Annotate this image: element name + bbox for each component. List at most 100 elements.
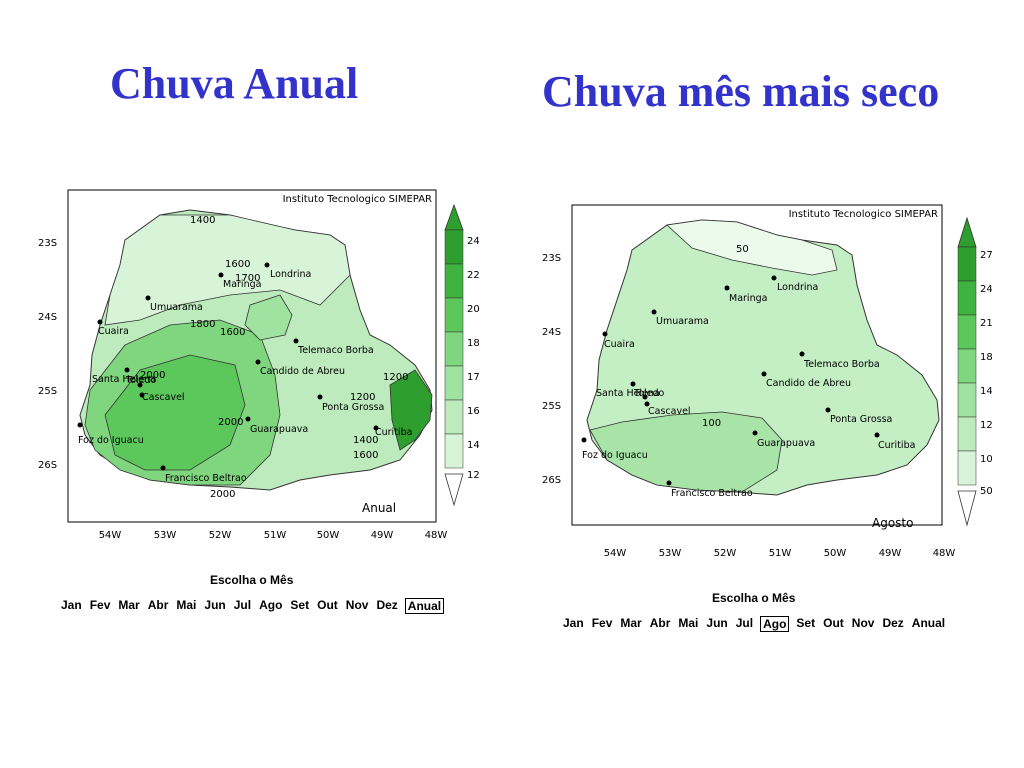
month-ago[interactable]: Ago xyxy=(259,598,283,612)
legend-top-arrow xyxy=(957,216,977,248)
legend-bottom-arrow xyxy=(444,473,464,507)
contour-label: 50 xyxy=(736,244,749,255)
city-dot xyxy=(799,351,805,357)
legend-swatch xyxy=(444,433,464,469)
month-jun[interactable]: Jun xyxy=(204,598,226,612)
lon-label: 53W xyxy=(659,548,682,559)
month-set[interactable]: Set xyxy=(290,598,310,612)
title-driest-month-rainfall: Chuva mês mais seco xyxy=(542,67,940,116)
city-dot xyxy=(137,382,143,388)
city-dot xyxy=(752,430,758,436)
city-dot xyxy=(761,371,767,377)
city-dot xyxy=(874,432,880,438)
month-nov[interactable]: Nov xyxy=(851,616,875,630)
city-markers: Londrina Maringa Umuarama Cuaira Telemac… xyxy=(581,275,915,499)
city-dot xyxy=(218,272,224,278)
month-dez[interactable]: Dez xyxy=(882,616,904,630)
lon-label: 48W xyxy=(933,548,956,559)
city-label: Toledo xyxy=(125,375,157,386)
driest-month-panel: Instituto Tecnologico SIMEPAR 50 100 Lon… xyxy=(532,200,992,640)
city-dot xyxy=(97,319,103,325)
city-label: Toledo xyxy=(633,388,665,399)
city-dot xyxy=(825,407,831,413)
lat-label: 24S xyxy=(542,327,561,338)
contour-label: 1600 xyxy=(220,327,245,338)
longitude-labels: 54W 53W 52W 51W 50W 49W 48W xyxy=(604,548,956,559)
month-fev[interactable]: Fev xyxy=(89,598,111,612)
lon-label: 54W xyxy=(604,548,627,559)
month-out[interactable]: Out xyxy=(823,616,844,630)
city-label: Umuarama xyxy=(150,302,203,313)
northern-zone xyxy=(104,214,351,326)
legend-swatch xyxy=(957,314,977,350)
lon-label: 49W xyxy=(371,530,394,541)
legend-label: 1800 xyxy=(467,338,480,349)
lat-label: 23S xyxy=(542,253,561,264)
longitude-labels: 54W 53W 52W 51W 50W 49W 48W xyxy=(99,530,448,541)
contour-label: 1200 xyxy=(383,372,408,383)
legend-swatch xyxy=(444,263,464,299)
latitude-labels: 23S 24S 25S 26S xyxy=(38,238,57,471)
month-mar[interactable]: Mar xyxy=(620,616,642,630)
legend-label: 50 xyxy=(980,486,992,497)
city-dot xyxy=(724,285,730,291)
month-ago[interactable]: Ago xyxy=(760,616,790,632)
month-jul[interactable]: Jul xyxy=(233,598,252,612)
month-out[interactable]: Out xyxy=(317,598,338,612)
legend-label: 2000 xyxy=(467,304,480,315)
city-label: Curitiba xyxy=(878,440,915,451)
month-fev[interactable]: Fev xyxy=(591,616,613,630)
month-anual[interactable]: Anual xyxy=(404,598,445,614)
city-dot xyxy=(139,392,145,398)
city-label: Santa Helena xyxy=(92,374,156,385)
city-markers: Londrina Maringa Umuarama Cuaira Telemac… xyxy=(77,262,412,484)
contour-label: 1400 xyxy=(353,435,378,446)
city-dot xyxy=(245,416,251,422)
lat-label: 23S xyxy=(38,238,57,249)
legend-swatch xyxy=(444,399,464,435)
city-dot xyxy=(77,422,83,428)
color-legend: 2400 2200 2000 1800 1700 1600 1400 1200 xyxy=(444,203,480,507)
contour-labels: 1400 1600 1700 1800 1600 2000 2000 2000 … xyxy=(140,215,408,500)
month-jun[interactable]: Jun xyxy=(706,616,728,630)
city-label: Londrina xyxy=(777,282,818,293)
lon-label: 49W xyxy=(879,548,902,559)
month-selector-caption: Escolha o Mês xyxy=(210,573,294,587)
month-abr[interactable]: Abr xyxy=(147,598,169,612)
legend-bottom-arrow xyxy=(957,490,977,527)
month-mai[interactable]: Mai xyxy=(176,598,197,612)
period-label: Agosto xyxy=(872,516,913,530)
month-selector-caption: Escolha o Mês xyxy=(712,591,796,605)
city-dot xyxy=(293,338,299,344)
lat-label: 26S xyxy=(38,460,57,471)
legend-label: 1600 xyxy=(467,406,480,417)
lon-label: 51W xyxy=(264,530,287,541)
legend-label: 1400 xyxy=(467,440,480,451)
contour-label: 2000 xyxy=(218,417,243,428)
city-label: Candido de Abreu xyxy=(766,378,851,389)
month-jan[interactable]: Jan xyxy=(61,598,82,612)
city-label: Telemaco Borba xyxy=(297,345,374,356)
lon-label: 53W xyxy=(154,530,177,541)
contour-label: 1600 xyxy=(353,450,378,461)
month-anual[interactable]: Anual xyxy=(911,616,946,630)
city-dot xyxy=(651,309,657,315)
month-dez[interactable]: Dez xyxy=(376,598,398,612)
coastal-wet-zone xyxy=(389,369,433,451)
city-dot xyxy=(255,359,261,365)
contour-label: 100 xyxy=(702,418,721,429)
legend-label: 1700 xyxy=(467,372,480,383)
month-mar[interactable]: Mar xyxy=(118,598,140,612)
month-nov[interactable]: Nov xyxy=(345,598,369,612)
legend-swatch xyxy=(444,365,464,401)
month-abr[interactable]: Abr xyxy=(649,616,671,630)
city-label: Cascavel xyxy=(648,406,691,417)
city-label: Guarapuava xyxy=(757,438,815,449)
legend-label: 180 xyxy=(980,352,992,363)
month-jul[interactable]: Jul xyxy=(735,616,754,630)
legend-swatch xyxy=(957,382,977,418)
lat-label: 25S xyxy=(542,401,561,412)
month-jan[interactable]: Jan xyxy=(563,616,584,630)
month-set[interactable]: Set xyxy=(796,616,816,630)
month-mai[interactable]: Mai xyxy=(678,616,699,630)
